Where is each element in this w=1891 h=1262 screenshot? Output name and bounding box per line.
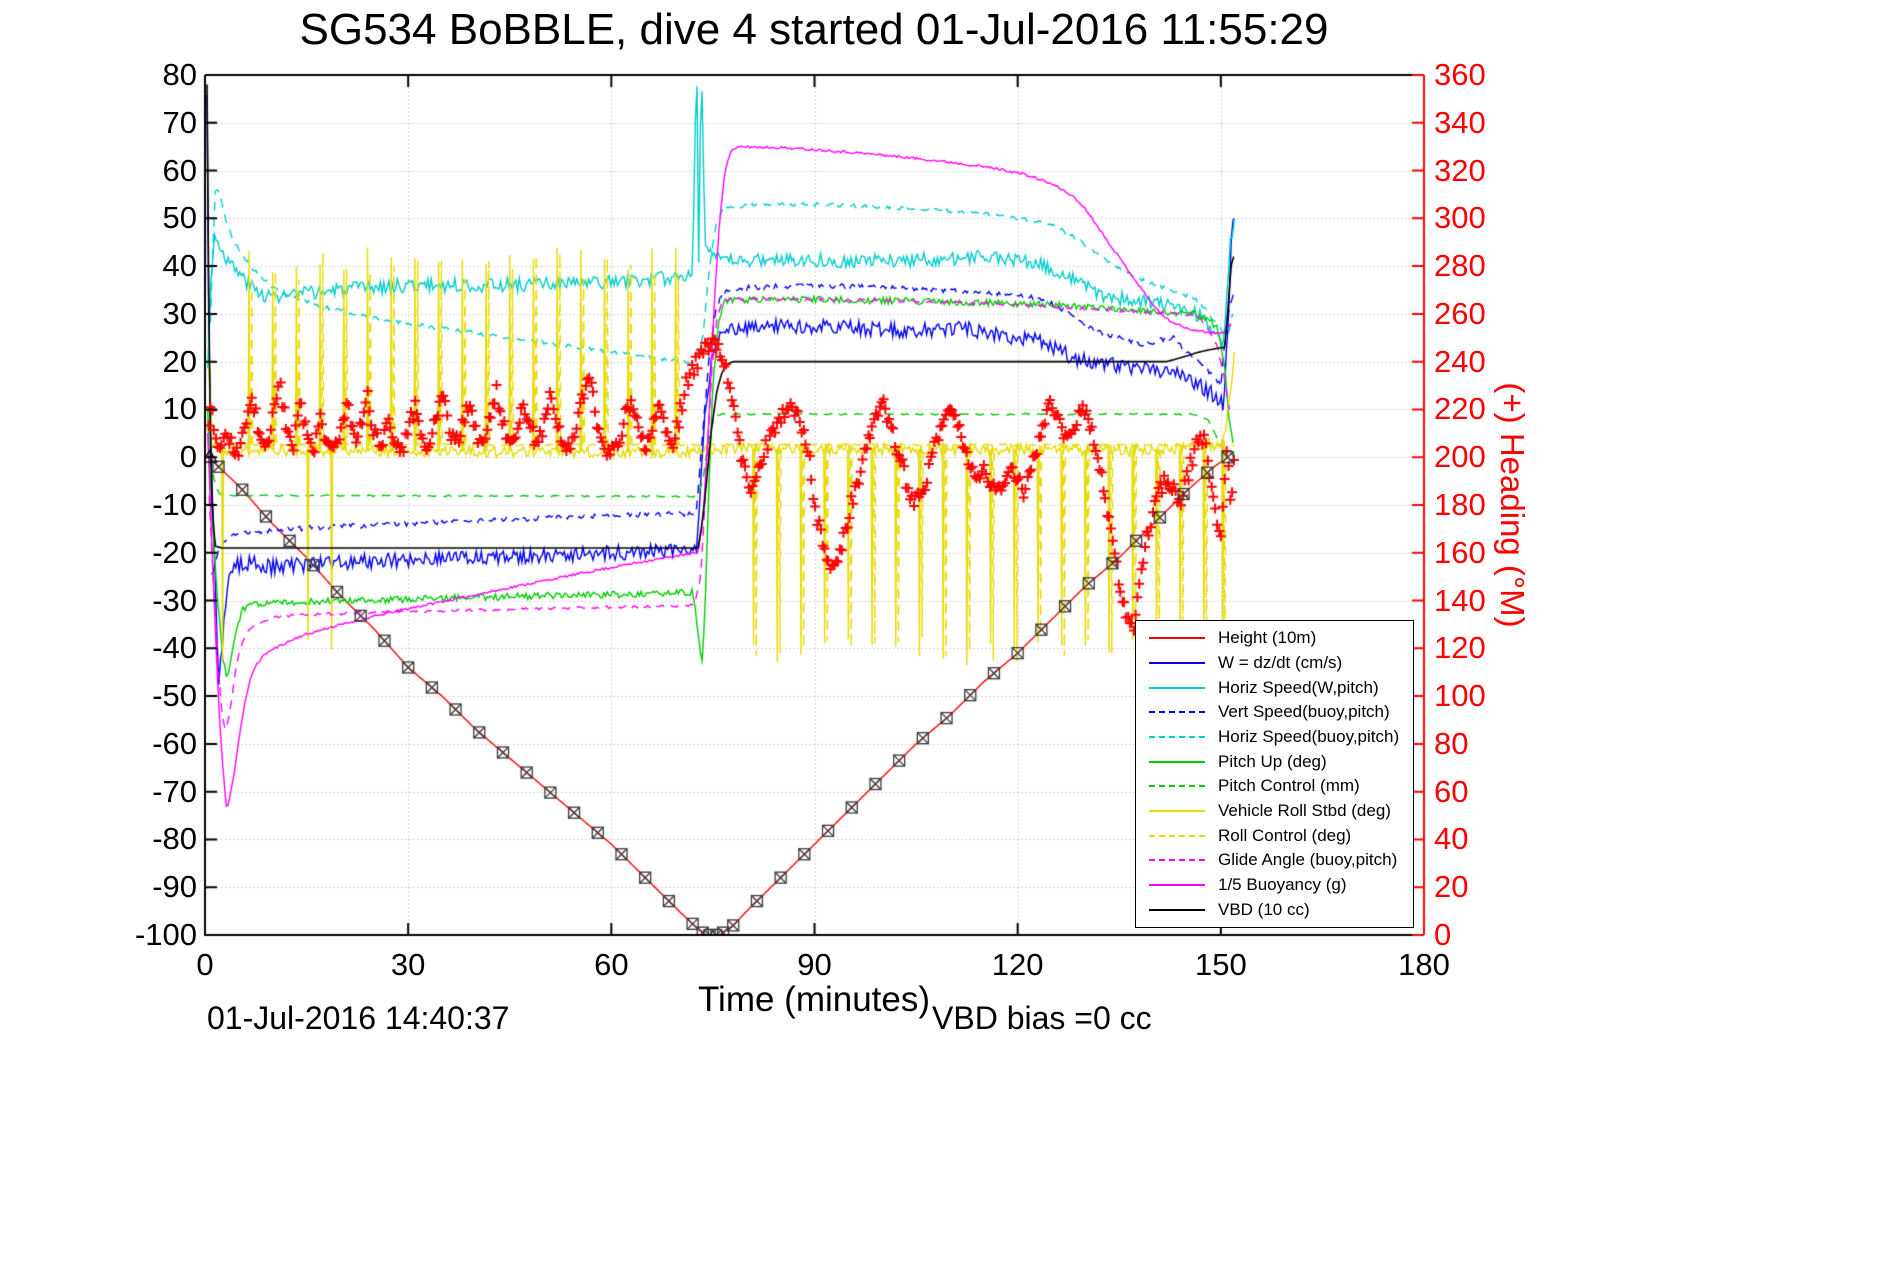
y-tick-label-left: -20 (152, 534, 197, 570)
y-tick-label-right: 180 (1434, 487, 1486, 522)
legend-label: VBD (10 cc) (1218, 899, 1310, 919)
y-tick-label-left: 30 (162, 295, 197, 331)
y-tick-label-left: 40 (162, 248, 197, 284)
legend-label: Vehicle Roll Stbd (deg) (1218, 800, 1391, 820)
legend-line-swatch (1149, 760, 1205, 763)
legend-item: Height (10m) (1136, 627, 1413, 649)
y-tick-label-right: 20 (1434, 869, 1469, 905)
legend-item: Horiz Speed(buoy,pitch) (1136, 726, 1413, 748)
y-tick-label-right: 360 (1434, 57, 1486, 92)
y-tick-label-right: 40 (1434, 821, 1469, 857)
legend-item: 1/5 Buoyancy (g) (1136, 874, 1413, 896)
y-tick-label-left: 60 (162, 152, 197, 188)
right-y-axis-label: (+) Heading (°M) (1494, 382, 1531, 628)
legend-label: Glide Angle (buoy,pitch) (1218, 850, 1398, 870)
legend-line-swatch (1149, 859, 1205, 862)
y-tick-label-left: -10 (152, 487, 197, 522)
y-tick-label-right: 200 (1434, 439, 1486, 475)
legend-label: Vert Speed(buoy,pitch) (1218, 702, 1390, 722)
y-tick-label-left: 80 (162, 57, 197, 92)
x-tick-label: 180 (1398, 947, 1450, 982)
legend-item: Horiz Speed(W,pitch) (1136, 677, 1413, 699)
legend-item: W = dz/dt (cm/s) (1136, 652, 1413, 674)
x-tick-label: 150 (1194, 947, 1247, 982)
legend-item: Vert Speed(buoy,pitch) (1136, 701, 1413, 723)
y-tick-label-left: -50 (152, 678, 197, 714)
y-tick-label-left: 0 (179, 439, 197, 475)
y-tick-label-left: 70 (162, 104, 197, 140)
y-tick-label-right: 240 (1434, 343, 1486, 379)
legend-line-swatch (1149, 735, 1205, 738)
y-tick-label-right: 280 (1434, 248, 1486, 284)
y-tick-label-right: 320 (1434, 152, 1486, 188)
y-tick-label-right: 60 (1434, 773, 1469, 809)
y-tick-label-right: 0 (1434, 917, 1452, 952)
legend-item: Pitch Up (deg) (1136, 751, 1413, 773)
legend-label: Height (10m) (1218, 628, 1317, 648)
y-tick-label-right: 140 (1434, 582, 1486, 618)
y-tick-label-right: 160 (1434, 534, 1486, 570)
legend-line-swatch (1149, 637, 1205, 640)
legend-label: Horiz Speed(buoy,pitch) (1218, 726, 1400, 746)
legend-line-swatch (1149, 809, 1205, 812)
legend-label: Pitch Up (deg) (1218, 751, 1327, 771)
legend-line-swatch (1149, 834, 1205, 837)
x-tick-label: 30 (390, 947, 426, 982)
y-tick-label-right: 100 (1434, 678, 1486, 714)
y-tick-label-left: -60 (152, 725, 197, 761)
legend-label: Pitch Control (mm) (1218, 776, 1360, 796)
y-tick-label-left: -40 (152, 630, 197, 666)
y-tick-label-right: 220 (1434, 391, 1486, 427)
legend: Height (10m) W = dz/dt (cm/s) Horiz Speed(… (1135, 620, 1414, 928)
legend-item: VBD (10 cc) (1136, 899, 1413, 921)
legend-item: Vehicle Roll Stbd (deg) (1136, 800, 1413, 822)
y-tick-label-right: 120 (1434, 630, 1486, 666)
legend-line-swatch (1149, 883, 1205, 886)
y-tick-label-left: 20 (162, 343, 197, 379)
y-tick-label-left: 10 (162, 391, 197, 427)
legend-label: Horiz Speed(W,pitch) (1218, 677, 1379, 697)
vbd-bias-annotation: VBD bias =0 cc (932, 1000, 1152, 1036)
y-tick-label-left: -90 (152, 869, 197, 905)
y-tick-label-left: -80 (152, 821, 197, 857)
y-tick-label-left: -70 (152, 773, 197, 809)
y-tick-label-left: 50 (162, 200, 197, 236)
y-tick-label-right: 340 (1434, 104, 1486, 140)
legend-line-swatch (1149, 661, 1205, 664)
y-tick-label-right: 300 (1434, 200, 1486, 236)
legend-label: Roll Control (deg) (1218, 825, 1352, 845)
x-tick-label: 120 (991, 947, 1044, 982)
x-tick-label: 0 (196, 947, 214, 982)
y-tick-label-right: 260 (1434, 295, 1486, 331)
legend-item: Roll Control (deg) (1136, 825, 1413, 847)
x-tick-label: 90 (797, 947, 832, 982)
y-tick-label-left: -100 (134, 917, 197, 952)
x-tick-label: 60 (594, 947, 629, 982)
legend-line-swatch (1149, 711, 1205, 714)
legend-item: Pitch Control (mm) (1136, 775, 1413, 797)
legend-label: W = dz/dt (cm/s) (1218, 652, 1343, 672)
plot-generated-timestamp: 01-Jul-2016 14:40:37 (207, 1000, 510, 1036)
legend-line-swatch (1149, 908, 1205, 911)
legend-line-swatch (1149, 785, 1205, 788)
legend-line-swatch (1149, 686, 1205, 689)
legend-label: 1/5 Buoyancy (g) (1218, 874, 1347, 894)
x-axis-label: Time (minutes) (697, 980, 931, 1019)
y-tick-label-left: -30 (152, 582, 197, 618)
y-tick-label-right: 80 (1434, 725, 1469, 761)
legend-item: Glide Angle (buoy,pitch) (1136, 849, 1413, 871)
